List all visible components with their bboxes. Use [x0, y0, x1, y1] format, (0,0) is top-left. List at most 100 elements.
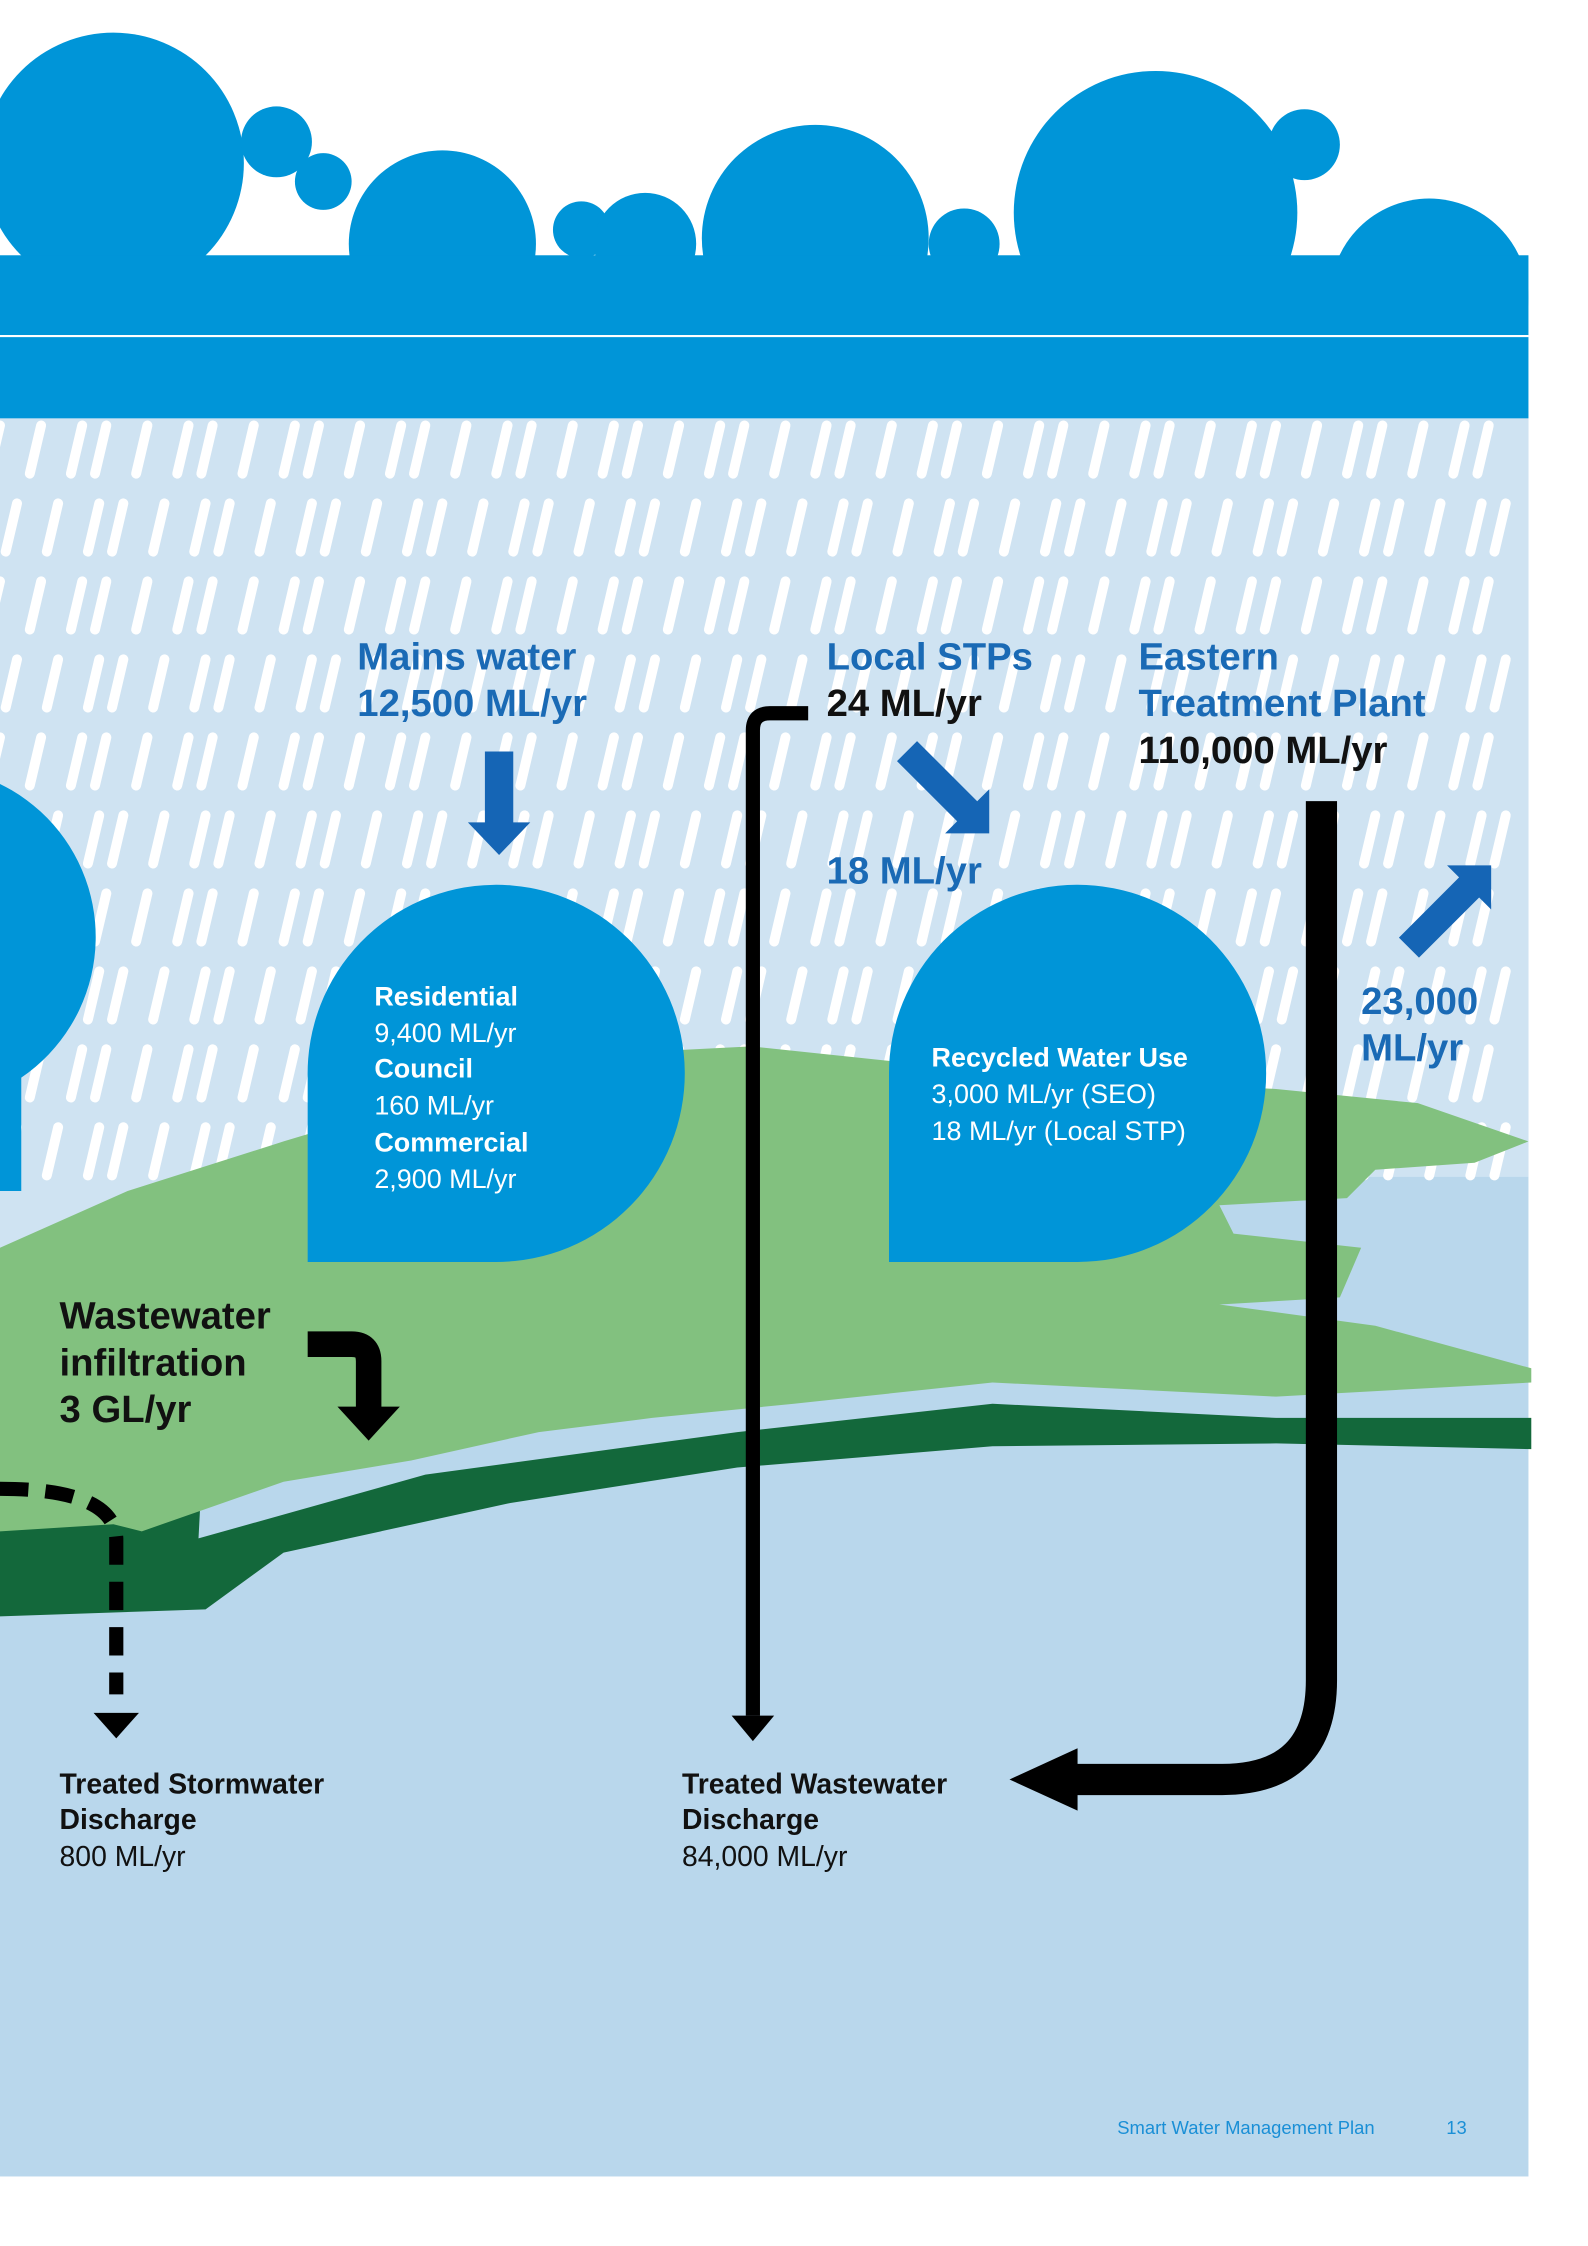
rain-drop — [834, 576, 856, 635]
rain-drop — [295, 498, 317, 557]
rain-drop — [278, 576, 300, 635]
rain-drop — [148, 498, 170, 557]
rain-drop — [172, 1044, 194, 1103]
rain-drop — [90, 888, 112, 947]
rain-drop — [189, 498, 211, 557]
rain-drop — [786, 498, 808, 557]
rain-drop — [1129, 420, 1151, 479]
rain-drop — [172, 888, 194, 947]
rain-drop — [409, 420, 431, 479]
rain-drop — [1424, 498, 1446, 557]
rain-drop — [1039, 810, 1062, 869]
rain-drop — [1039, 654, 1062, 713]
rain-drop — [302, 732, 324, 791]
rain-drop — [196, 576, 218, 635]
rain-drop — [679, 654, 702, 713]
rain-drop — [1047, 576, 1069, 635]
rain-drop — [1359, 654, 1381, 713]
rain-drop — [360, 654, 383, 713]
demand-label: Council — [374, 1054, 473, 1084]
rain-drop — [148, 810, 170, 869]
rain-drop — [810, 420, 832, 479]
rain-drop — [237, 1044, 259, 1103]
demand-value: 160 ML/yr — [374, 1090, 494, 1120]
rain-drop — [302, 420, 324, 479]
rain-drop — [769, 576, 791, 635]
rain-drop — [515, 732, 537, 791]
rain-drop — [786, 654, 808, 713]
rain-drop — [1424, 810, 1446, 869]
demand-value: 9,400 ML/yr — [374, 1018, 516, 1048]
rain-drop — [679, 810, 702, 869]
rain-drop — [65, 576, 88, 635]
rain-drop — [172, 576, 194, 635]
rain-drop — [1359, 810, 1381, 869]
rain-drop — [254, 654, 276, 713]
rain-drop — [621, 732, 643, 791]
rain-drop — [278, 888, 300, 947]
rain-drop — [892, 498, 914, 557]
rain-drop — [556, 732, 578, 791]
rain-drop — [82, 810, 105, 869]
rain-drop — [679, 498, 702, 557]
rain-drop — [196, 888, 218, 947]
rain-drop — [1088, 420, 1110, 479]
rain-drop — [834, 420, 856, 479]
rain-drop — [1366, 420, 1388, 479]
rain-drop — [1489, 810, 1511, 869]
rain-drop — [827, 654, 849, 713]
rain-drop — [467, 498, 489, 557]
rain-drop — [597, 420, 619, 479]
rain-drop — [278, 1044, 300, 1103]
rain-drop — [1465, 498, 1487, 557]
rain-drop — [1276, 498, 1299, 557]
rain-drop — [1153, 732, 1175, 791]
bubble — [888, 884, 1267, 1262]
arrows — [0, 706, 1492, 1811]
rain-drop — [703, 576, 726, 635]
rain-drop — [1489, 966, 1511, 1025]
rain-drop — [1064, 498, 1086, 557]
rain-drop — [343, 888, 366, 947]
footer-page: 13 — [1446, 2117, 1467, 2138]
rain-drop — [401, 498, 424, 557]
rain-drop — [107, 498, 129, 557]
rain-drop — [1235, 420, 1257, 479]
rain-drop — [196, 1044, 218, 1103]
infiltration-line: Wastewater — [60, 1295, 271, 1338]
rain-drop — [1342, 732, 1364, 791]
rain-drop — [769, 732, 791, 791]
etp-outflow: 23,000 — [1361, 980, 1478, 1023]
rain-drop — [638, 654, 661, 713]
rain-drop — [851, 810, 873, 869]
rain-drop — [82, 498, 105, 557]
bubble — [307, 884, 685, 1262]
rain-drop — [302, 576, 324, 635]
rain-drop — [940, 888, 963, 947]
demand-value: 2,900 ML/yr — [374, 1164, 516, 1194]
mains-value: 12,500 ML/yr — [357, 682, 587, 725]
rain-drop — [450, 420, 472, 479]
rain-drop — [1472, 576, 1494, 635]
rain-drop — [614, 810, 636, 869]
rain-drop — [131, 420, 153, 479]
rain-drop — [614, 498, 636, 557]
rain-drop — [107, 1122, 129, 1181]
rain-drop — [1039, 498, 1062, 557]
recycled-line: 3,000 ML/yr (SEO) — [932, 1079, 1156, 1109]
mains-title: Mains water — [357, 635, 576, 678]
rain-drop — [491, 420, 513, 479]
rain-drop — [90, 1044, 112, 1103]
rain-drop — [957, 498, 980, 557]
wastewater-title: Treated Wastewater — [682, 1769, 947, 1801]
rain-drop — [1259, 576, 1282, 635]
rain-drop — [892, 810, 914, 869]
rain-drop — [82, 1122, 105, 1181]
rain-drop — [1465, 810, 1487, 869]
rain-drop — [131, 732, 153, 791]
rain-drop — [1448, 576, 1470, 635]
rain-drop — [720, 498, 743, 557]
rain-drop — [1489, 498, 1511, 557]
rain-drop — [1194, 732, 1216, 791]
